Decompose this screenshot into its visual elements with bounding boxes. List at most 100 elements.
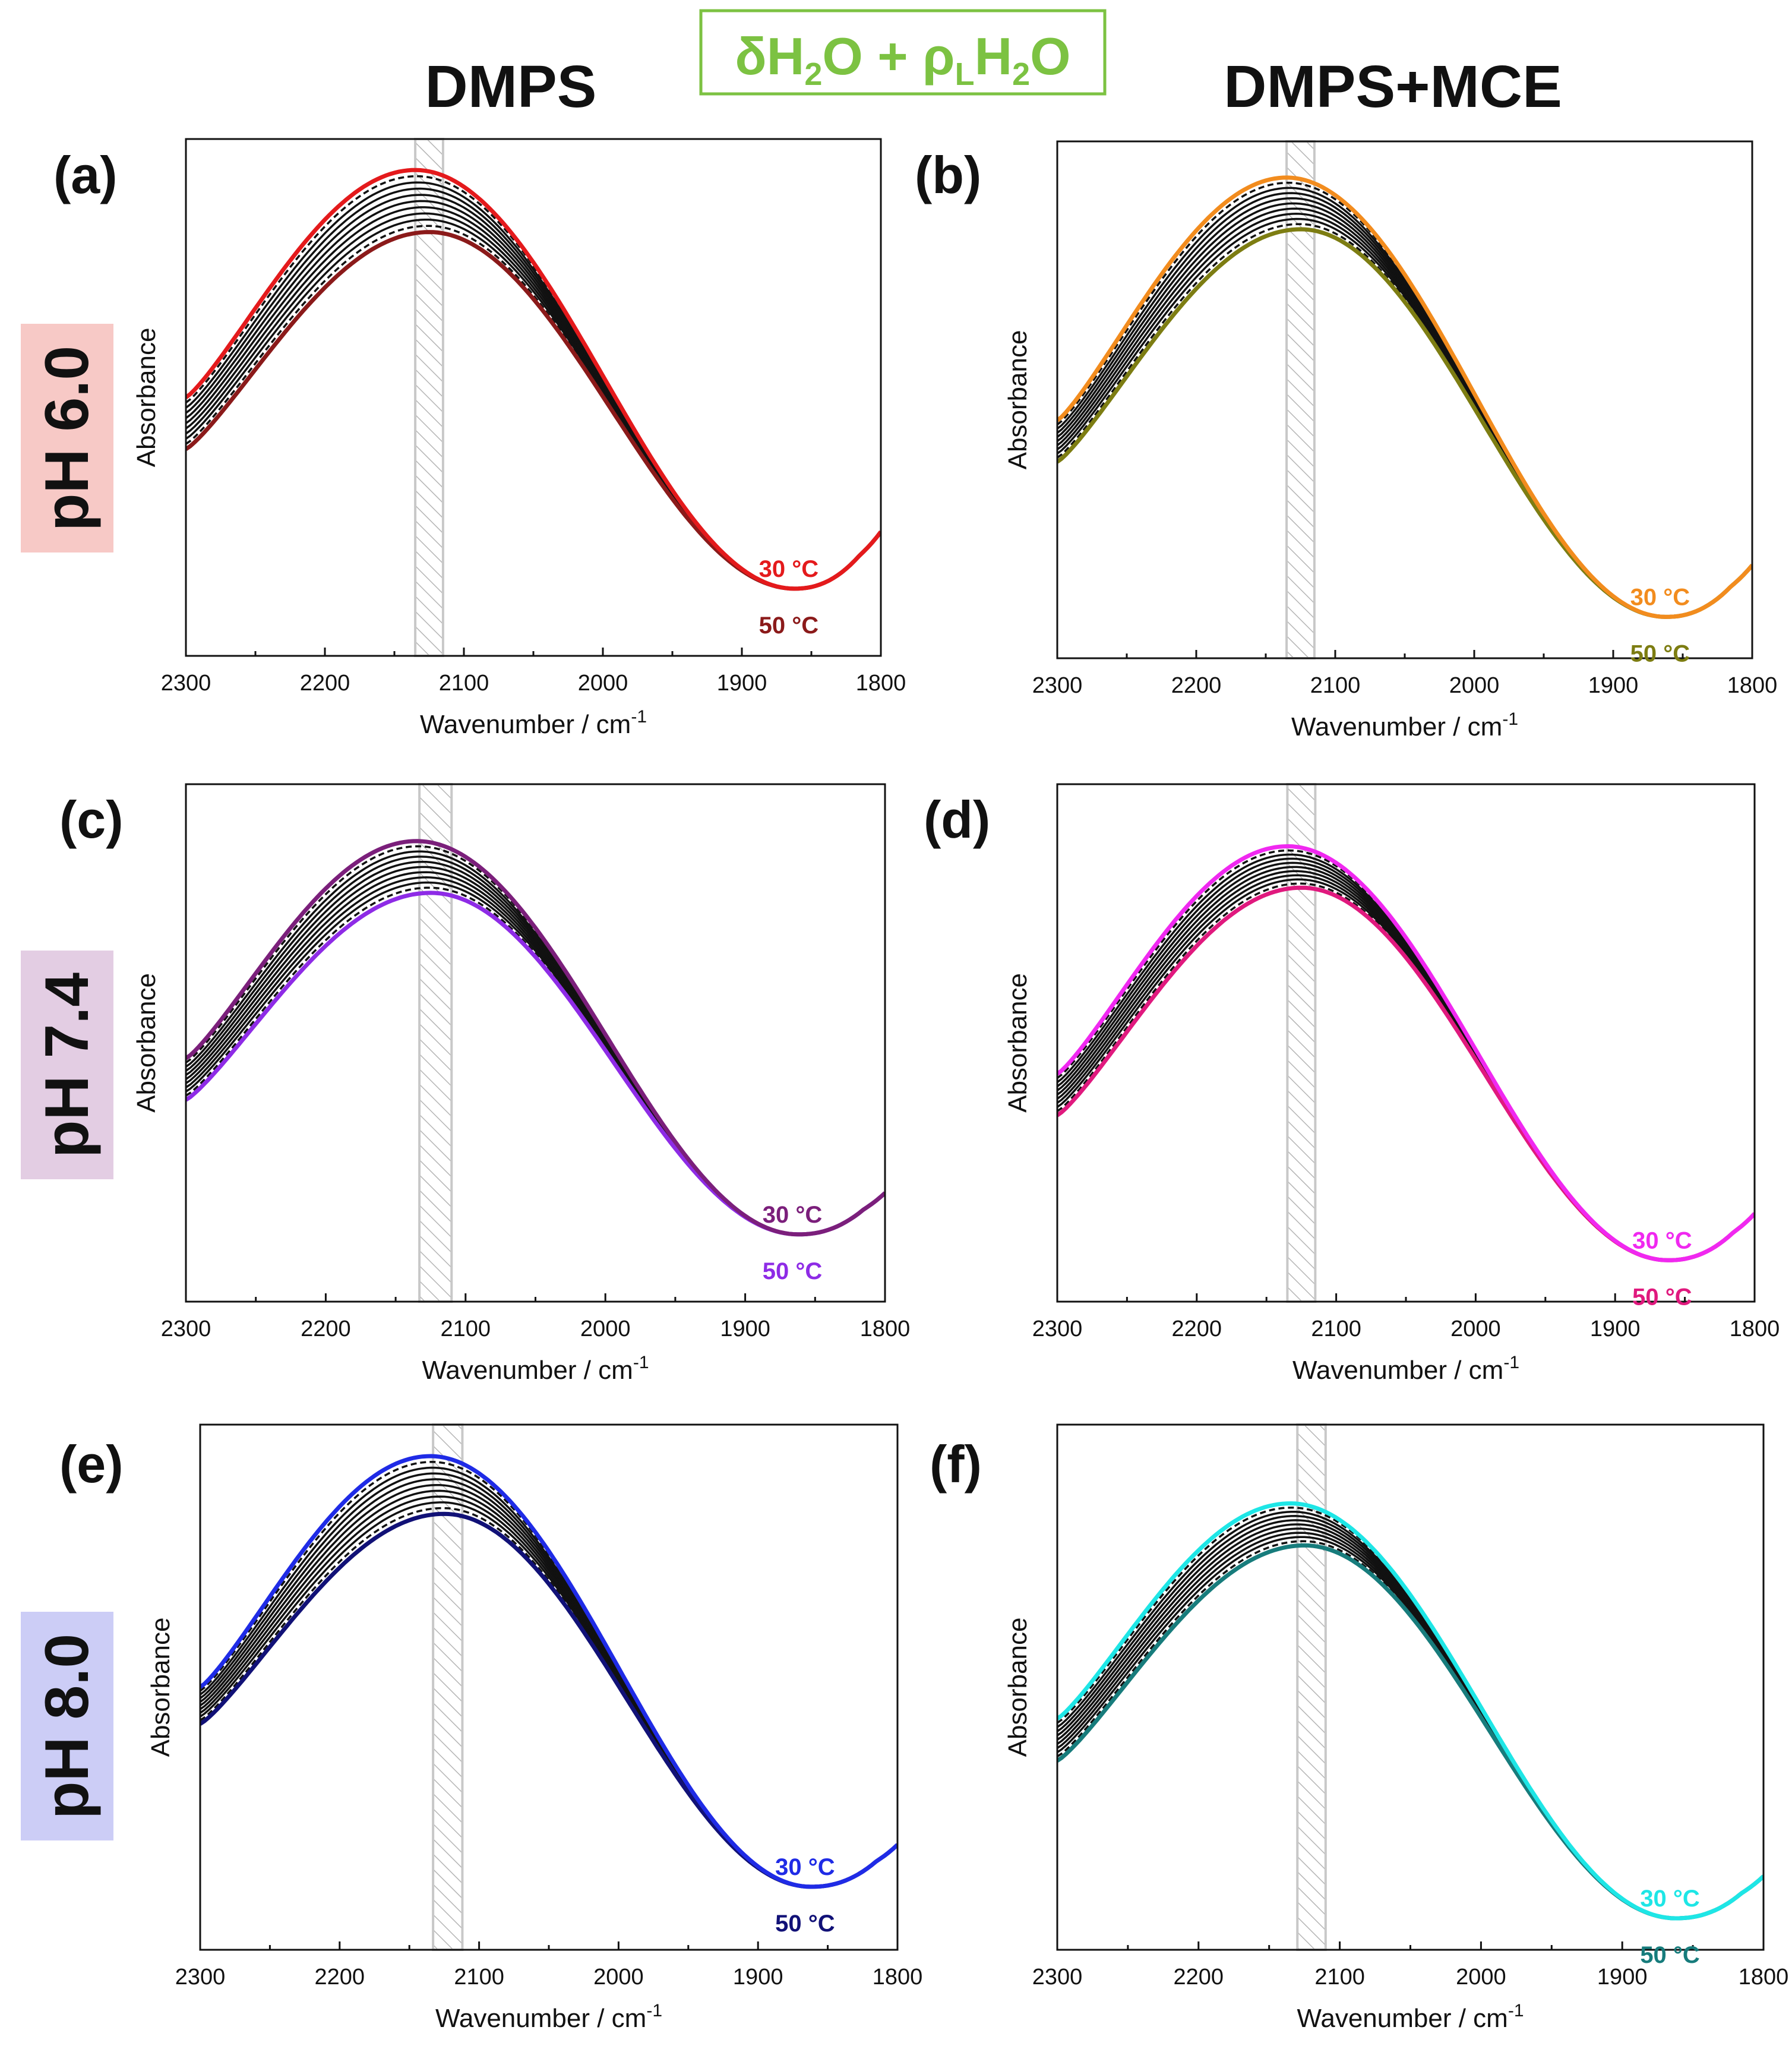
series-line-first — [186, 839, 885, 1237]
x-tick-label: 2200 — [315, 1965, 365, 1990]
x-tick-label: 1900 — [717, 671, 767, 696]
temp-label-50c: 50 °C — [759, 613, 819, 639]
panels: (a) 2300 2200 2100 2000 1900 1800 Wavenumber / … — [53, 138, 1789, 2033]
x-tick-label: 1900 — [1590, 1316, 1641, 1341]
temp-label-30c-unit: °C — [1665, 1227, 1692, 1254]
temp-label-50c-value: 50 — [775, 1911, 808, 1937]
series-group — [1057, 1501, 1763, 1921]
x-tick-label: 2300 — [175, 1965, 226, 1990]
temp-label-50c-value: 50 — [1640, 1942, 1673, 1968]
x-axis-label-sup: -1 — [646, 2001, 662, 2020]
mode-o-b: O — [1030, 27, 1070, 86]
mode-box-border — [699, 9, 1107, 96]
chart-panel-1: (b) 2300 2200 2100 2000 1900 1800 Wavenumber / … — [915, 140, 1778, 741]
temp-label-50c: 50 °C — [1632, 1284, 1692, 1310]
series-line-2 — [1057, 853, 1755, 1262]
series-line-5 — [186, 866, 885, 1236]
mode-label-box: δH2O + ρLH2O — [699, 9, 1107, 96]
series-line-4 — [1057, 861, 1755, 1262]
series-line-2 — [186, 181, 881, 590]
series-line-2 — [200, 1466, 897, 1888]
temp-label-30c-unit: °C — [1673, 1886, 1700, 1912]
x-tick-label: 1800 — [1739, 1965, 1789, 1990]
temp-label-30c-value: 30 — [1630, 584, 1664, 610]
series-line-5 — [1057, 1523, 1763, 1919]
x-tick-label: 2000 — [1450, 1316, 1501, 1341]
series-line-3 — [186, 855, 885, 1236]
chart-panel-2: (c) 2300 2200 2100 2000 1900 1800 Wavenumber / … — [59, 783, 910, 1385]
temp-label-50c-unit: °C — [792, 613, 818, 639]
series-line-first — [1057, 844, 1755, 1262]
temp-label-30c-unit: °C — [808, 1854, 835, 1880]
y-axis-label: Absorbance — [132, 973, 161, 1113]
row-label-background — [21, 324, 113, 552]
x-tick-label: 2100 — [1311, 1316, 1361, 1341]
x-tick-label: 2000 — [1449, 673, 1500, 698]
x-axis-label-main: Wavenumber / cm — [420, 710, 631, 739]
temp-label-50c-value: 50 — [759, 613, 792, 639]
temp-label-50c: 50 °C — [775, 1911, 835, 1937]
temp-label-50c: 50 °C — [1640, 1942, 1700, 1968]
series-line-5 — [1057, 866, 1755, 1262]
x-tick-label: 2100 — [1310, 673, 1361, 698]
series-line-first — [186, 168, 881, 591]
series-group — [1057, 844, 1755, 1262]
temp-label-50c-value: 50 — [1630, 640, 1664, 667]
series-line-6 — [1057, 870, 1755, 1262]
mode-o-a: O — [822, 27, 862, 86]
plot-frame — [1056, 140, 1753, 659]
temp-label-50c: 50 °C — [763, 1258, 823, 1284]
temp-label-50c-unit: °C — [1663, 640, 1690, 667]
x-tick-label: 1800 — [873, 1965, 923, 1990]
series-line-3 — [186, 187, 881, 590]
series-line-4 — [186, 860, 885, 1236]
series-line-first — [200, 1454, 897, 1889]
series-line-1 — [186, 845, 885, 1236]
panel-letter: (d) — [924, 790, 990, 849]
y-axis-label: Absorbance — [1003, 973, 1032, 1113]
temp-label-30c-value: 30 — [759, 556, 792, 582]
temp-label-50c-value: 50 — [763, 1258, 796, 1284]
series-line-4 — [1057, 1519, 1763, 1919]
x-tick-label: 2300 — [1032, 1965, 1083, 1990]
series-line-5 — [1057, 202, 1752, 618]
temp-label-50c-unit: °C — [1673, 1942, 1700, 1968]
x-tick-label: 2300 — [161, 1316, 211, 1341]
x-axis-label: Wavenumber / cm-1 — [1297, 2001, 1524, 2033]
temp-label-50c-unit: °C — [808, 1911, 835, 1937]
series-line-1 — [200, 1461, 897, 1888]
row-label-ph80: pH 8.0 — [21, 1612, 113, 1840]
x-tick-label: 1900 — [1588, 673, 1639, 698]
x-axis-label: Wavenumber / cm-1 — [1292, 1353, 1519, 1385]
temp-label-30c: 30 °C — [759, 556, 819, 582]
series-line-4 — [186, 194, 881, 590]
series-group — [186, 168, 881, 591]
temp-label-30c-unit: °C — [792, 556, 818, 582]
x-axis-label-sup: -1 — [631, 707, 647, 727]
x-tick-label: 2000 — [580, 1316, 631, 1341]
x-tick-label: 2000 — [593, 1965, 644, 1990]
panel-letter: (b) — [915, 146, 981, 204]
x-tick-label: 2000 — [578, 671, 628, 696]
temp-label-50c-unit: °C — [795, 1258, 822, 1284]
x-tick-label: 2300 — [1032, 673, 1083, 698]
mode-delta: δ — [735, 27, 766, 86]
panel-letter: (c) — [59, 790, 124, 849]
x-axis-label-sup: -1 — [633, 1353, 649, 1372]
row-label-ph60: pH 6.0 — [21, 324, 113, 552]
y-axis-label: Absorbance — [146, 1618, 175, 1757]
series-line-first — [1057, 175, 1752, 619]
x-axis-label-main: Wavenumber / cm — [435, 2004, 646, 2033]
x-tick-label: 2200 — [1174, 1965, 1224, 1990]
row-label-background — [21, 1612, 113, 1840]
x-tick-label: 1800 — [1727, 673, 1778, 698]
plot-frame — [1056, 1423, 1765, 1951]
column-title-dmps-mce: DMPS+MCE — [1224, 53, 1562, 120]
row-label-background — [21, 951, 113, 1179]
x-tick-label: 1800 — [1730, 1316, 1780, 1341]
series-line-1 — [1057, 849, 1755, 1262]
temp-label-30c: 30 °C — [775, 1854, 835, 1880]
temp-label-30c-unit: °C — [1663, 584, 1690, 610]
plot-frame — [1056, 783, 1756, 1303]
